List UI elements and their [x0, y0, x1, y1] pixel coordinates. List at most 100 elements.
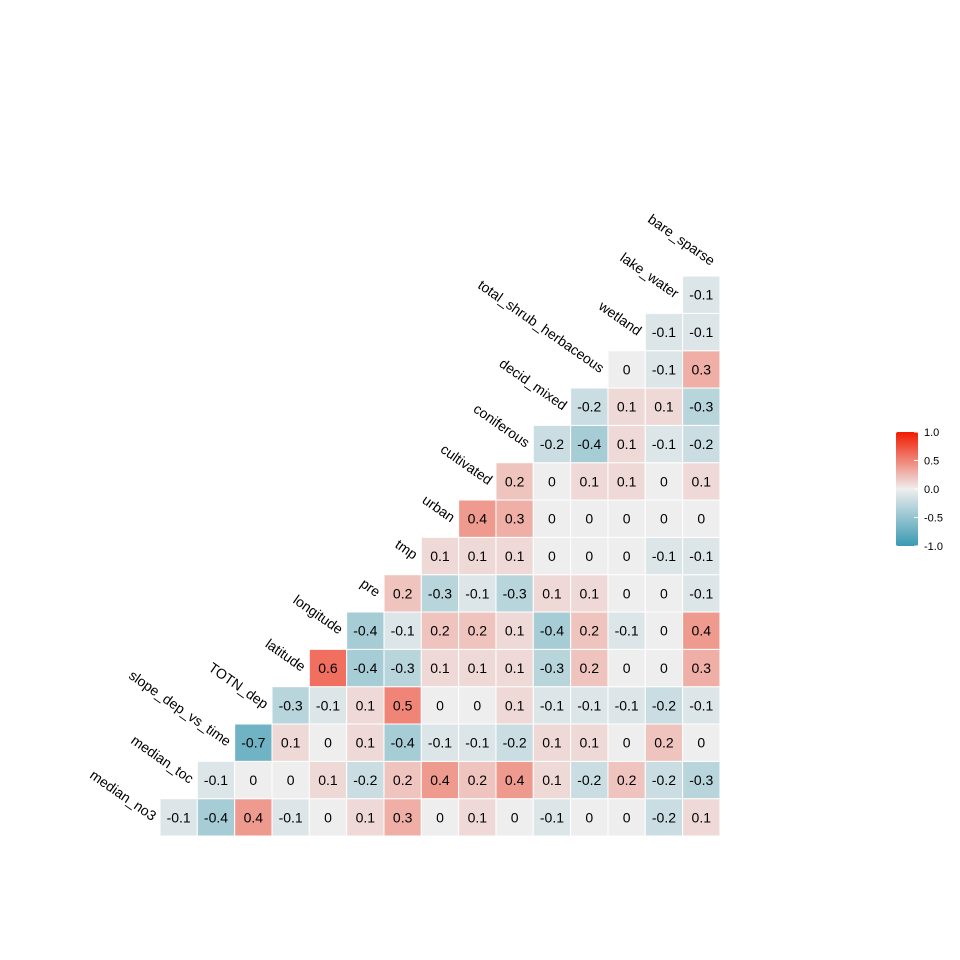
heatmap-cell: [420, 611, 460, 650]
cell-value-label: 0.1: [617, 399, 637, 415]
cell-value-label: 0.5: [393, 697, 413, 713]
legend-tick-label: -0.5: [924, 513, 943, 525]
cell-value-label: -0.1: [428, 735, 452, 751]
cell-value-label: 0.1: [580, 473, 600, 489]
heatmap-cell: [495, 648, 534, 688]
cell-value-label: 0: [585, 548, 593, 564]
variable-label: lake_water: [617, 249, 682, 301]
heatmap-cell: [458, 798, 497, 837]
cell-value-label: 0.1: [468, 660, 488, 676]
cell-value-label: 0: [511, 809, 519, 825]
cell-value-label: -0.3: [503, 585, 527, 601]
cell-value-label: 0.1: [692, 473, 712, 489]
cell-value-label: 0: [436, 809, 444, 825]
variable-label: wetland: [595, 297, 645, 338]
heatmap-cell: [532, 686, 572, 725]
cell-value-label: 0: [660, 585, 668, 601]
legend-ticks: 1.0 0.5 0.0 -0.5 -1.0: [914, 427, 943, 553]
cell-value-label: -0.1: [689, 287, 713, 303]
cell-value-label: -0.1: [652, 548, 676, 564]
cell-value-label: 0.1: [580, 735, 600, 751]
heatmap-cell: [495, 686, 534, 725]
cell-value-label: 0.1: [281, 735, 301, 751]
heatmap-cell: [644, 686, 684, 725]
heatmap-cell: [607, 424, 646, 464]
heatmap-cell: [682, 275, 721, 314]
cell-value-label: -0.1: [689, 697, 713, 713]
cell-value-label: 0.1: [468, 809, 488, 825]
heatmap-cell: [495, 499, 534, 538]
cell-value-label: 0.3: [692, 361, 712, 377]
heatmap-cell: [420, 798, 460, 837]
heatmap-cell: [532, 760, 572, 800]
cell-value-label: -0.1: [689, 548, 713, 564]
cell-value-label: 0: [324, 735, 332, 751]
cell-value-label: 0: [623, 548, 631, 564]
heatmap-cell: [682, 424, 721, 464]
heatmap-cell: [607, 499, 646, 538]
cell-value-label: 0: [697, 735, 705, 751]
variable-label: decid_mixed: [497, 355, 571, 413]
cell-value-label: 0.2: [617, 772, 637, 788]
cell-value-label: -0.1: [540, 809, 564, 825]
heatmap-cell: [682, 574, 721, 613]
cell-value-label: 0.1: [617, 473, 637, 489]
cell-value-label: -0.4: [204, 809, 228, 825]
cell-value-label: -0.1: [689, 585, 713, 601]
cell-value-label: 0: [436, 697, 444, 713]
cell-value-label: 0.2: [430, 623, 450, 639]
cell-value-label: -0.1: [316, 697, 340, 713]
heatmap-cell: [420, 686, 460, 725]
variable-label: median_toc: [128, 732, 196, 787]
heatmap-cell: [570, 536, 609, 576]
heatmap-cell: [570, 499, 609, 538]
cell-value-label: -0.2: [577, 399, 601, 415]
cell-value-label: 0.2: [580, 623, 600, 639]
cell-value-label: 0.3: [692, 660, 712, 676]
cell-value-label: 0: [473, 697, 481, 713]
cell-value-label: 0.1: [356, 809, 376, 825]
heatmap-cell: [420, 723, 460, 762]
cell-value-label: -0.1: [689, 324, 713, 340]
heatmap-cell: [644, 536, 684, 576]
variable-label: latitude: [263, 635, 309, 674]
cell-value-label: -0.1: [615, 623, 639, 639]
heatmap-cell: [458, 648, 497, 688]
cell-value-label: 0.1: [430, 548, 450, 564]
heatmap-cell: [570, 798, 609, 837]
heatmap-cell: [682, 760, 721, 800]
heatmap-cell: [458, 611, 497, 650]
cell-value-label: -0.4: [391, 735, 415, 751]
heatmap-cell: [458, 499, 497, 538]
cell-value-label: -0.1: [615, 697, 639, 713]
heatmap-cell: [570, 574, 609, 613]
cell-value-label: -0.3: [689, 399, 713, 415]
heatmap-cell: [383, 574, 422, 613]
heatmap-cell: [532, 723, 572, 762]
variable-label: total_shrub_herbaceous: [475, 277, 607, 376]
cell-value-label: 0.2: [393, 772, 413, 788]
heatmap-cell: [234, 760, 273, 800]
cell-value-label: 0: [623, 511, 631, 527]
cell-value-label: 0.1: [617, 436, 637, 452]
cell-value-label: 0.1: [542, 735, 562, 751]
heatmap-cell: [644, 760, 684, 800]
heatmap-cell: [532, 499, 572, 538]
heatmap-cell: [644, 723, 684, 762]
heatmap-cell: [682, 648, 721, 688]
heatmap-cell: [458, 686, 497, 725]
cell-value-label: 0.1: [542, 772, 562, 788]
cell-value-label: 0.3: [393, 809, 413, 825]
cell-value-label: -0.2: [540, 436, 564, 452]
heatmap-cell: [495, 536, 534, 576]
cell-value-label: -0.4: [353, 623, 377, 639]
heatmap-cell: [644, 350, 684, 389]
heatmap-cell: [682, 686, 721, 725]
heatmap-cell: [308, 760, 348, 800]
cell-value-label: 0: [324, 809, 332, 825]
cell-value-label: 0.2: [580, 660, 600, 676]
heatmap-cell: [420, 574, 460, 613]
cell-value-label: -0.3: [391, 660, 415, 676]
heatmap-cell: [495, 798, 534, 837]
